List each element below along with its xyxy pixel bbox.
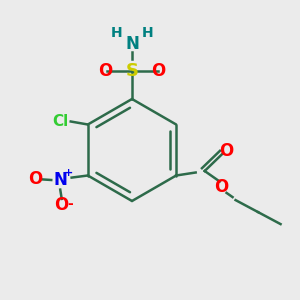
Text: O: O: [151, 61, 166, 80]
Text: N: N: [125, 35, 139, 53]
Text: +: +: [64, 168, 73, 178]
Text: O: O: [214, 178, 228, 196]
Text: O: O: [98, 61, 113, 80]
Text: H: H: [111, 26, 122, 40]
Text: O: O: [28, 170, 43, 188]
Text: N: N: [53, 171, 67, 189]
Text: O: O: [219, 142, 233, 160]
Text: -: -: [67, 197, 73, 211]
Text: S: S: [125, 61, 139, 80]
Text: O: O: [55, 196, 69, 214]
Text: Cl: Cl: [52, 114, 68, 129]
Text: H: H: [142, 26, 153, 40]
